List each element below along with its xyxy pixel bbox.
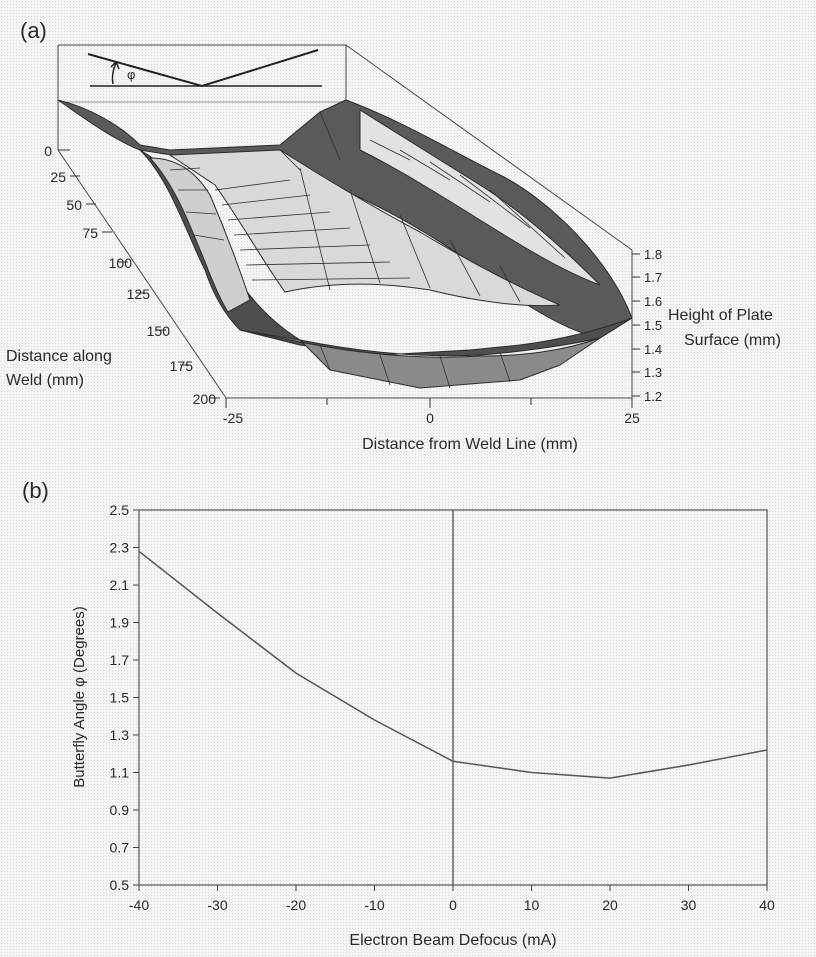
inset-phi-symbol: φ	[127, 67, 135, 82]
y-tick-label: 1.9	[110, 615, 130, 631]
surface-left-light	[148, 157, 251, 313]
panel-b-label: (b)	[22, 478, 49, 503]
y-tick-label: 125	[127, 286, 151, 302]
x-tick-label: 30	[681, 897, 697, 913]
y-tick-label: 175	[170, 358, 194, 374]
y-tick-label: 2.3	[110, 540, 130, 556]
series-line	[138, 550, 768, 779]
plot-box	[57, 44, 633, 399]
surface-trough	[239, 329, 601, 389]
y-axis-ticks: 0.5 0.7 0.9 1.1 1.3 1.5 1.7 1.9 2.1 2.3 2.5	[110, 502, 139, 893]
panel-b-line-chart: (b) -40 -30 -20 -10 0 10 20 30 40 0.5 0.7 0.9 1.1 1.…	[22, 478, 775, 949]
z-axis-label-line2: Surface (mm)	[684, 332, 781, 349]
y-tick-label: 150	[147, 323, 171, 339]
z-axis-height	[632, 253, 640, 397]
x-tick-label: 40	[759, 897, 775, 913]
y-tick-label: 200	[193, 391, 217, 407]
y-tick-label: 1.5	[110, 690, 130, 706]
butterfly-angle-inset	[87, 49, 322, 88]
y-tick-label: 75	[82, 225, 98, 241]
z-tick-label: 1.5	[644, 318, 662, 333]
z-tick-label: 1.2	[644, 389, 662, 404]
panel-a-surface-plot: (a) φ	[6, 18, 781, 453]
y-tick-label: 1.1	[110, 765, 130, 781]
x-axis-label: Distance from Weld Line (mm)	[362, 436, 578, 453]
x-axis-from-weld-line	[225, 398, 633, 408]
z-tick-label: 1.3	[644, 365, 662, 380]
z-tick-label: 1.7	[644, 270, 662, 285]
surface-light-bands	[148, 109, 601, 313]
surface-right-light	[359, 109, 601, 286]
y-tick-label: 2.1	[110, 577, 130, 593]
x-tick-label: 10	[524, 897, 540, 913]
x-tick-label: -20	[286, 897, 306, 913]
z-tick-label: 1.8	[644, 247, 662, 262]
y-tick-label: 2.5	[110, 502, 130, 518]
y-tick-label: 0.9	[110, 802, 130, 818]
y-tick-label: 0.7	[110, 840, 130, 856]
x-tick-label: -40	[129, 897, 149, 913]
panel-a-label: (a)	[20, 18, 47, 43]
z-tick-label: 1.4	[644, 342, 662, 357]
z-axis-label-line1: Height of Plate	[668, 307, 773, 324]
x-tick-label: -10	[364, 897, 384, 913]
x-tick-label: 20	[602, 897, 618, 913]
y-tick-label: 1.3	[110, 727, 130, 743]
z-tick-label: 1.6	[644, 294, 662, 309]
x-tick-label: 0	[449, 897, 457, 913]
y-axis-along-weld	[58, 149, 220, 399]
x-axis-label: Electron Beam Defocus (mA)	[349, 932, 556, 949]
y-tick-label: 100	[109, 255, 133, 271]
x-tick-label: 25	[624, 410, 640, 426]
x-tick-label: -25	[223, 410, 243, 426]
y-tick-label: 25	[50, 169, 66, 185]
x-axis-ticks: -40 -30 -20 -10 0 10 20 30 40	[129, 885, 775, 913]
y-axis-label-line2: Weld (mm)	[6, 372, 84, 389]
y-axis-label-line1: Distance along	[6, 348, 112, 365]
x-tick-label: -30	[207, 897, 227, 913]
y-axis-label: Butterfly Angle φ (Degrees)	[71, 606, 88, 787]
x-tick-label: 0	[426, 410, 434, 426]
y-tick-label: 0	[44, 143, 52, 159]
surface-grid-lines	[169, 111, 566, 389]
y-tick-label: 0.5	[110, 877, 130, 893]
y-tick-label: 1.7	[110, 652, 130, 668]
y-tick-label: 50	[66, 197, 82, 213]
